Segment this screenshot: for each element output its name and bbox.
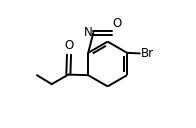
Text: Br: Br (141, 47, 154, 60)
Text: O: O (64, 39, 74, 51)
Text: O: O (113, 17, 122, 30)
Text: N: N (84, 26, 93, 39)
